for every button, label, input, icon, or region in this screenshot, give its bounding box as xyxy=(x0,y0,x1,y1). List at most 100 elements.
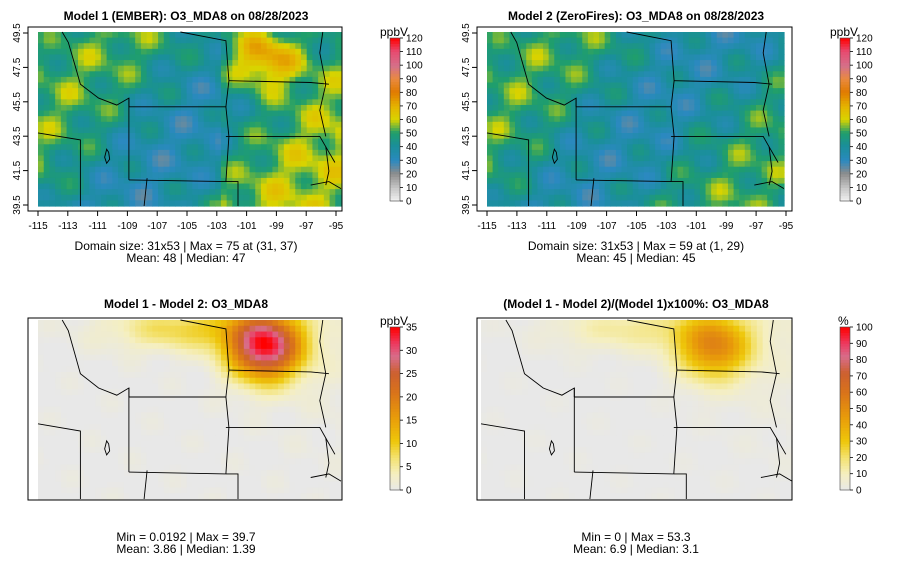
grid-cell xyxy=(335,71,342,78)
grid-cell xyxy=(295,104,302,112)
grid-cell xyxy=(543,116,550,123)
grid-cell xyxy=(627,161,634,168)
grid-cell xyxy=(329,200,336,207)
grid-cell xyxy=(548,32,555,39)
grid-cell xyxy=(509,99,516,106)
grid-cell xyxy=(772,166,779,173)
grid-cell xyxy=(492,60,499,67)
grid-cell xyxy=(95,354,102,362)
grid-cell xyxy=(604,133,611,140)
grid-cell xyxy=(278,138,285,145)
grid-cell xyxy=(750,110,757,117)
grid-cell xyxy=(548,127,555,134)
grid-cell xyxy=(576,54,583,61)
grid-cell xyxy=(215,429,222,437)
grid-cell xyxy=(300,93,308,100)
grid-cell xyxy=(38,331,45,338)
grid-cell xyxy=(43,127,51,134)
grid-cell xyxy=(306,194,314,201)
grid-cell xyxy=(203,464,211,471)
grid-cell xyxy=(543,172,550,179)
grid-cell xyxy=(755,144,763,151)
grid-cell xyxy=(593,54,600,61)
grid-cell xyxy=(312,32,319,39)
grid-cell xyxy=(49,104,56,112)
grid-cell xyxy=(169,435,176,442)
grid-cell xyxy=(72,127,79,134)
grid-cell xyxy=(492,200,499,207)
grid-cell xyxy=(503,104,511,112)
grid-cell xyxy=(318,464,325,471)
grid-cell xyxy=(278,441,285,448)
grid-cell xyxy=(112,343,119,350)
grid-cell xyxy=(755,43,763,50)
grid-cell xyxy=(180,149,188,157)
grid-cell xyxy=(123,60,131,67)
grid-cell xyxy=(733,194,740,201)
grid-cell xyxy=(722,93,729,100)
grid-cell xyxy=(604,60,611,67)
grid-cell xyxy=(272,161,279,168)
grid-cell xyxy=(655,54,662,61)
grid-cell xyxy=(716,183,723,190)
grid-cell xyxy=(129,37,136,44)
grid-cell xyxy=(744,200,751,207)
grid-cell xyxy=(295,377,302,385)
grid-cell xyxy=(152,377,159,385)
grid-cell xyxy=(186,54,193,61)
grid-cell xyxy=(163,412,171,419)
grid-cell xyxy=(100,447,108,454)
grid-cell xyxy=(289,110,296,117)
grid-cell xyxy=(610,60,617,67)
grid-cell xyxy=(100,395,108,402)
grid-cell xyxy=(649,48,656,56)
grid-cell xyxy=(767,48,774,56)
grid-cell xyxy=(694,99,701,106)
legend-tick-label: 0 xyxy=(406,197,412,208)
grid-cell xyxy=(49,177,56,185)
grid-cell xyxy=(72,32,79,39)
legend-swatch xyxy=(390,84,400,88)
grid-cell xyxy=(576,116,583,123)
grid-cell xyxy=(329,149,336,157)
grid-cell xyxy=(492,43,499,50)
grid-cell xyxy=(38,418,45,425)
grid-cell xyxy=(318,138,325,145)
grid-cell xyxy=(627,149,634,157)
grid-cell xyxy=(209,423,216,431)
grid-cell xyxy=(660,110,667,117)
grid-cell xyxy=(118,76,125,84)
grid-cell xyxy=(72,337,79,344)
legend-swatch xyxy=(390,119,400,123)
grid-cell xyxy=(112,441,119,448)
grid-cell xyxy=(123,452,131,460)
grid-cell xyxy=(295,37,302,44)
grid-cell xyxy=(604,71,611,78)
grid-cell xyxy=(129,354,136,362)
grid-cell xyxy=(169,429,176,437)
grid-cell xyxy=(278,99,285,106)
grid-cell xyxy=(278,183,285,190)
grid-cell xyxy=(677,116,684,123)
grid-cell xyxy=(537,183,544,190)
grid-cell xyxy=(129,104,136,112)
grid-cell xyxy=(548,82,555,89)
grid-cell xyxy=(112,377,119,385)
grid-cell xyxy=(163,37,171,44)
grid-cell xyxy=(175,366,182,373)
grid-cell xyxy=(755,93,763,100)
grid-cell xyxy=(163,371,171,379)
grid-cell xyxy=(175,172,182,179)
grid-cell xyxy=(289,121,296,129)
grid-cell xyxy=(705,104,712,112)
grid-cell xyxy=(772,172,779,179)
grid-cell xyxy=(335,133,342,140)
grid-cell xyxy=(711,65,718,72)
grid-cell xyxy=(175,138,182,145)
grid-cell xyxy=(260,71,268,78)
grid-cell xyxy=(226,343,233,350)
grid-cell xyxy=(49,65,56,72)
grid-cell xyxy=(123,464,131,471)
grid-cell xyxy=(180,76,188,84)
grid-cell xyxy=(169,172,176,179)
